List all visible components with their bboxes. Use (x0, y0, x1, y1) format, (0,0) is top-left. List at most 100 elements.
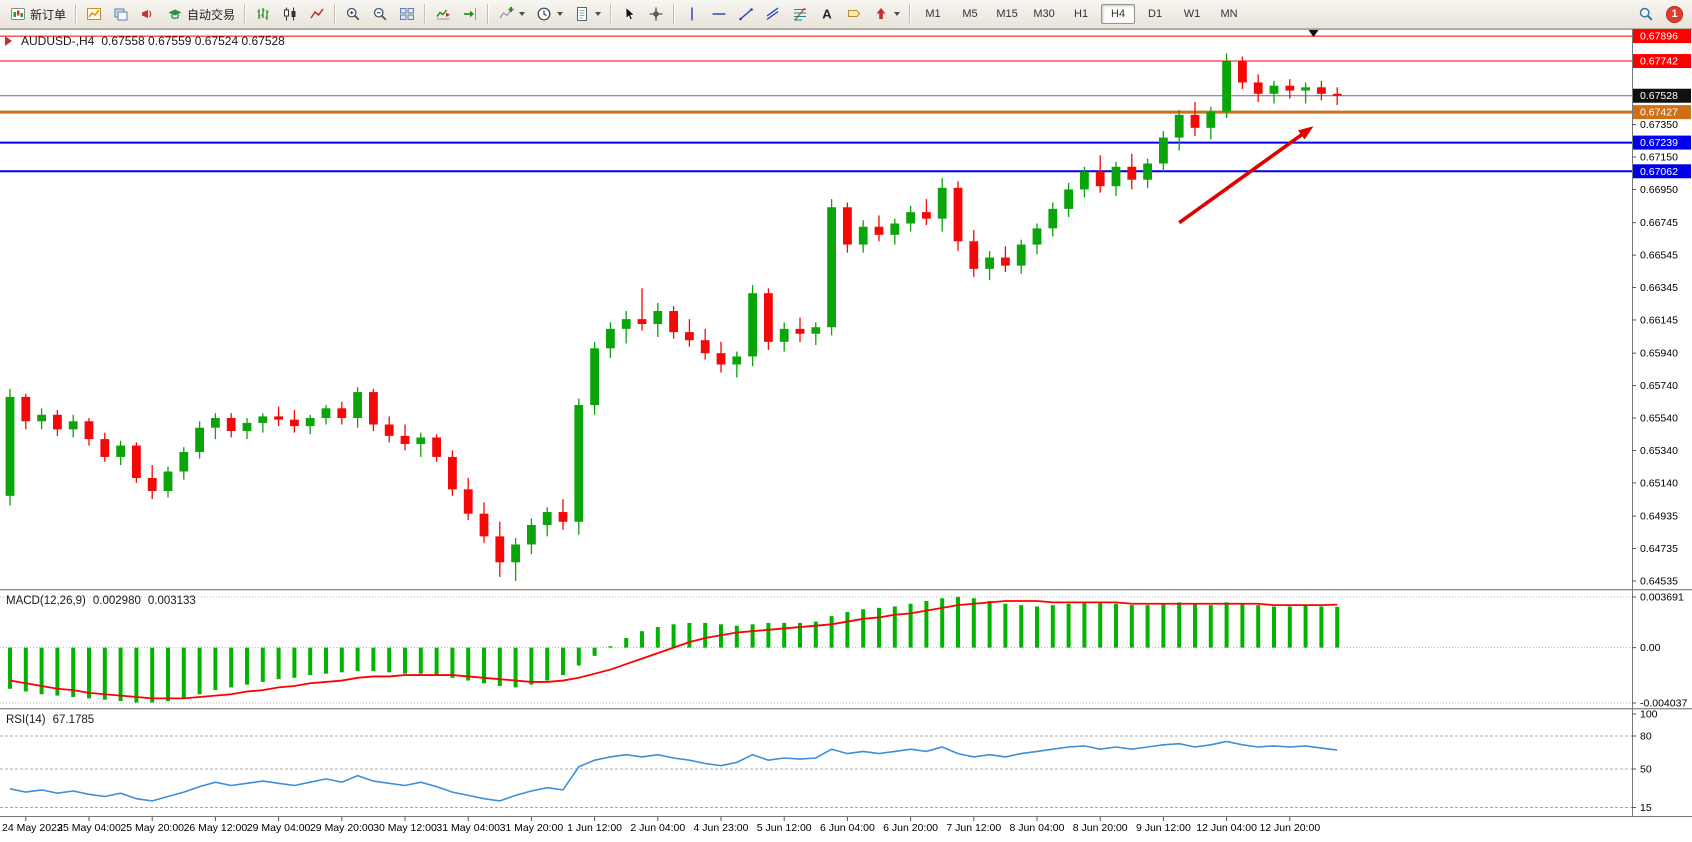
new-chart-button[interactable] (81, 1, 107, 27)
chart-symbol-period: AUDUSD-,H4 (21, 34, 95, 48)
label-button[interactable] (841, 1, 867, 27)
macd-indicator-name: MACD(12,26,9) (6, 595, 86, 607)
vertical-line-button[interactable] (679, 1, 705, 27)
indicators-button[interactable] (493, 1, 530, 27)
crosshair-button[interactable] (643, 1, 669, 27)
rsi-value: 67.1785 (52, 714, 95, 726)
candlestick-button[interactable] (277, 1, 303, 27)
svg-text:0.67528: 0.67528 (1640, 90, 1678, 102)
chart-background (0, 29, 1692, 842)
chart-shift-button[interactable] (457, 1, 483, 27)
one-click-trading-toggle[interactable] (5, 36, 12, 46)
candle-body (479, 513, 489, 537)
trend-arrow-shaft[interactable] (1178, 130, 1307, 225)
candle-body (1190, 114, 1200, 128)
splitter-bar (0, 589, 1692, 592)
trade-group: 新订单 (5, 1, 71, 27)
timeframes-group: M1 M5 M15 M30 H1 H4 D1 W1 MN (915, 4, 1247, 24)
arrows-button[interactable] (868, 1, 905, 27)
candlestick-icon (282, 6, 298, 22)
level-price-label (1633, 54, 1691, 69)
candle-body (369, 392, 378, 425)
timeframe-w1[interactable]: W1 (1183, 8, 1201, 20)
trend-arrow-head[interactable] (1298, 126, 1314, 140)
candle-body (1238, 61, 1247, 83)
candle-body (432, 437, 441, 457)
candle-body (242, 422, 252, 431)
trendline-button[interactable] (733, 1, 759, 27)
macd-main-value: 0.002980 (92, 595, 141, 607)
pane-splitter[interactable] (0, 706, 1692, 711)
fibonacci-button[interactable] (787, 1, 813, 27)
candle-body (669, 311, 678, 333)
rsi-scale-label: 100 (1640, 709, 1658, 721)
candle-body (163, 471, 173, 491)
channel-button[interactable] (760, 1, 786, 27)
candle-body (969, 241, 979, 269)
templates-button[interactable] (569, 1, 606, 27)
periods-button[interactable] (531, 1, 568, 27)
timeframe-h1[interactable]: H1 (1074, 8, 1089, 20)
candle-body (353, 392, 362, 419)
price-chart[interactable]: 0.67350 0.67150 0.66950 0.66745 0.66545 0.663… (0, 29, 1692, 842)
alerts-button[interactable] (135, 1, 161, 27)
toolbar-separator (673, 4, 676, 24)
macd-scale-label: 0.003691 (1640, 592, 1684, 604)
macd-pane (0, 596, 1632, 704)
timeframe-m30[interactable]: M30 (1033, 8, 1055, 20)
tile-windows-button[interactable] (394, 1, 420, 27)
price-tick-label: 0.67350 (1640, 119, 1678, 131)
toolbar-right-cluster: 1 (1633, 1, 1687, 27)
cursor-button[interactable] (616, 1, 642, 27)
price-tick-label: 0.66145 (1640, 314, 1678, 326)
candle-body (1095, 171, 1105, 187)
zoom-in-button[interactable] (340, 1, 366, 27)
auto-scroll-button[interactable] (430, 1, 456, 27)
candle-body (621, 319, 631, 329)
text-button[interactable]: A (814, 1, 840, 27)
search-button[interactable] (1633, 1, 1659, 27)
macd-scale-label: 0.00 (1640, 642, 1661, 654)
autotrading-icon (167, 6, 183, 22)
timeframe-m5[interactable]: M5 (962, 8, 978, 20)
new-order-button[interactable]: 新订单 (5, 1, 71, 27)
time-tick-label: 29 May 04:00 (247, 822, 311, 834)
candle-body (542, 512, 552, 526)
current-price-label (1633, 88, 1691, 103)
price-tick-label: 0.64735 (1640, 543, 1678, 555)
time-tick-label: 31 May 04:00 (436, 822, 500, 834)
svg-text:A: A (822, 7, 832, 22)
autotrading-button[interactable]: 自动交易 (162, 1, 240, 27)
candle-body (1080, 171, 1089, 190)
line-chart-button[interactable] (304, 1, 330, 27)
price-axis: 0.67350 0.67150 0.66950 0.66745 0.66545 0.663… (1632, 29, 1691, 814)
timeframe-mn[interactable]: MN (1220, 8, 1238, 20)
price-tick-label: 0.64935 (1640, 511, 1678, 523)
profiles-button[interactable] (108, 1, 134, 27)
pane-splitter[interactable] (0, 587, 1692, 592)
candle-body (463, 489, 473, 514)
horizontal-line-button[interactable] (706, 1, 732, 27)
timeframe-d1[interactable]: D1 (1148, 8, 1163, 20)
rsi-header: RSI(14) 67.1785 (6, 714, 94, 726)
candle-body (179, 452, 189, 472)
rsi-scale-label: 50 (1640, 764, 1652, 776)
timeframe-m1[interactable]: M1 (925, 8, 941, 20)
timeframe-m15[interactable]: M15 (996, 8, 1018, 20)
zoom-out-button[interactable] (367, 1, 393, 27)
candle-body (732, 356, 742, 365)
candle-body (527, 525, 536, 545)
templates-icon (574, 6, 590, 22)
candle-body (100, 439, 110, 457)
notification-badge[interactable]: 1 (1666, 5, 1683, 23)
label-icon (846, 6, 862, 22)
bar-marker (1308, 30, 1319, 37)
pointer-group (616, 1, 669, 27)
fibonacci-icon (792, 6, 808, 22)
bar-chart-button[interactable] (250, 1, 276, 27)
dropdown-caret-icon (894, 12, 901, 16)
svg-text:0.67062: 0.67062 (1640, 166, 1678, 178)
timeframe-h4[interactable]: H4 (1101, 4, 1136, 24)
price-tick-label: 0.67150 (1640, 152, 1678, 164)
